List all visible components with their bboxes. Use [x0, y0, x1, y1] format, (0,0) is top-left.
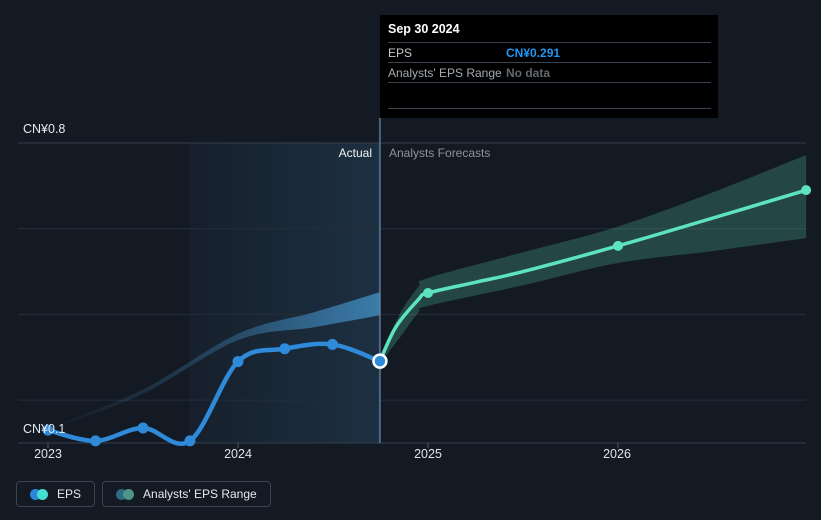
analysts-range-icon	[116, 488, 135, 500]
x-tick-2026: 2026	[603, 447, 631, 461]
forecast-point-Dec-31-2025[interactable]	[613, 240, 623, 251]
tooltip-eps-row: EPS CN¥0.291	[388, 43, 711, 63]
analysts-range-past-band	[48, 292, 380, 431]
eps-series-icon	[30, 488, 48, 500]
tooltip-range-row: Analysts' EPS Range No data	[388, 63, 711, 83]
forecast-region-label: Analysts Forecasts	[389, 146, 491, 160]
tooltip-range-label: Analysts' EPS Range	[388, 66, 502, 80]
eps-point-Dec-31-2022[interactable]	[42, 424, 54, 436]
eps-point-Sep-30-2023[interactable]	[184, 435, 196, 447]
legend-analysts-range-button[interactable]: Analysts' EPS Range	[102, 481, 271, 507]
y-axis-label-bottom: CN¥0.1	[23, 422, 66, 436]
legend: EPS Analysts' EPS Range	[16, 481, 271, 507]
tooltip-eps-value: CN¥0.291	[506, 46, 561, 60]
hovered-point-sep-30-2024[interactable]	[372, 353, 388, 369]
tooltip-date: Sep 30 2024	[388, 15, 711, 43]
forecast-point-Dec-31-2026[interactable]	[801, 185, 812, 196]
legend-eps-button[interactable]: EPS	[16, 481, 96, 507]
eps-point-Mar-31-2024[interactable]	[279, 343, 291, 355]
eps-forecast-line	[378, 188, 808, 363]
eps-point-Mar-31-2023[interactable]	[90, 435, 101, 447]
eps-point-Jun-30-2024[interactable]	[326, 338, 338, 350]
x-tick-2023: 2023	[34, 447, 62, 461]
eps-point-Dec-31-2023[interactable]	[232, 356, 244, 368]
tooltip-eps-label: EPS	[388, 46, 413, 60]
analysts-range-forecast-band	[379, 155, 807, 364]
eps-actual-line	[45, 341, 383, 446]
tooltip-bottom-divider	[388, 108, 711, 109]
hover-tooltip: Sep 30 2024 EPS CN¥0.291 Analysts' EPS R…	[380, 15, 718, 118]
tooltip-spacer	[388, 83, 711, 108]
tooltip-range-value: No data	[506, 66, 551, 80]
legend-analysts-range-label: Analysts' EPS Range	[143, 487, 257, 501]
y-axis-label-top: CN¥0.8	[23, 122, 66, 136]
actual-region-label: Actual	[338, 146, 372, 160]
x-tick-2025: 2025	[414, 447, 442, 461]
x-tick-2024: 2024	[224, 447, 252, 461]
legend-eps-label: EPS	[57, 487, 82, 501]
eps-point-Jun-30-2023[interactable]	[137, 422, 149, 434]
forecast-point-Dec-31-2024[interactable]	[423, 288, 433, 298]
